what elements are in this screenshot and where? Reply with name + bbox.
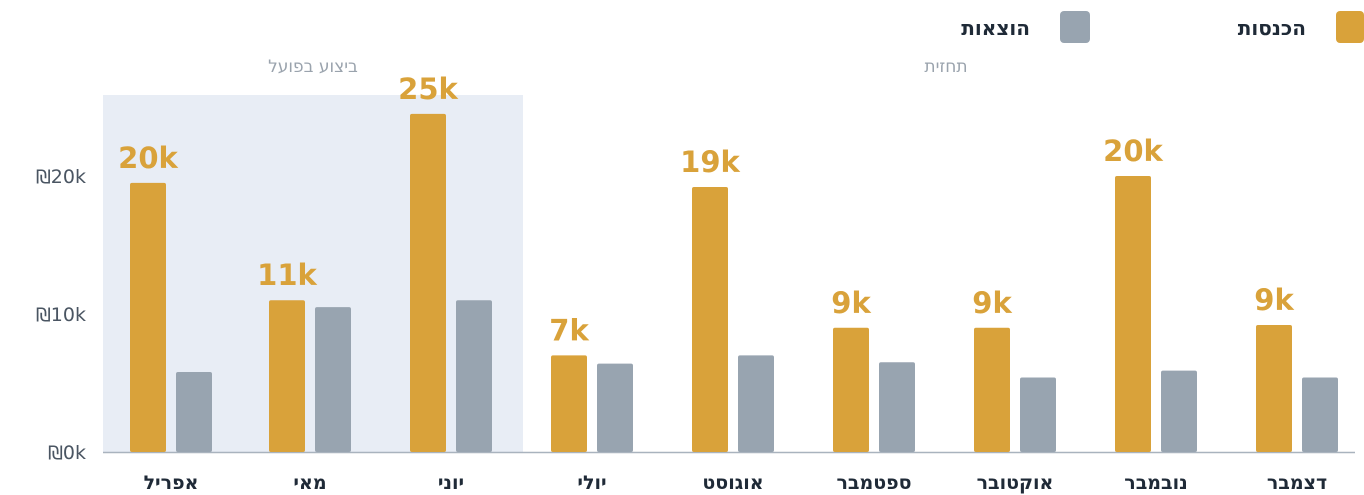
bar-expenses	[879, 362, 915, 452]
legend: הכנסות הוצאות	[961, 11, 1364, 43]
x-tick-label: אוגוסט	[702, 472, 763, 494]
bar-expenses	[315, 307, 351, 452]
x-tick-label: אוקטובר	[977, 472, 1054, 494]
y-tick-label: ₪10k	[36, 304, 86, 326]
x-tick-label: ספטמבר	[836, 472, 911, 494]
x-tick-label: נובמבר	[1124, 472, 1188, 494]
bar-expenses	[176, 371, 212, 452]
x-tick-label: יולי	[577, 472, 606, 494]
bar-expenses	[1302, 377, 1338, 452]
data-label-income: 25k	[398, 72, 458, 106]
legend-swatch-income	[1336, 11, 1364, 43]
region-layer	[103, 95, 523, 452]
x-tick-label: יוני	[438, 472, 464, 494]
bar-expenses	[738, 355, 774, 452]
data-label-income: 9k	[831, 286, 871, 320]
legend-label-income: הכנסות	[1238, 16, 1306, 40]
y-tick-label: ₪0k	[48, 442, 86, 464]
x-tick-label: אפריל	[144, 472, 199, 494]
region-label-0: ביצוע בפועל	[268, 57, 358, 77]
bar-income	[130, 182, 166, 452]
legend-label-expenses: הוצאות	[961, 16, 1030, 40]
legend-swatch-expenses	[1060, 11, 1090, 43]
data-label-income: 9k	[1254, 283, 1294, 317]
label-layer: ביצוע בפועל תחזית ₪0k ₪10k ₪20k אפריל מאי יוני י…	[36, 57, 1327, 494]
data-label-income: 11k	[257, 258, 317, 292]
bar-income	[692, 187, 728, 453]
data-label-income: 19k	[680, 145, 740, 179]
data-label-income: 20k	[1103, 134, 1163, 168]
bar-income	[551, 355, 587, 452]
bar-layer	[130, 113, 1338, 453]
bar-expenses	[456, 300, 492, 452]
bar-income	[410, 113, 446, 453]
bar-income	[833, 327, 869, 452]
data-label-income: 20k	[118, 141, 178, 175]
bar-income	[1115, 176, 1151, 452]
bar-income	[974, 327, 1010, 452]
y-tick-label: ₪20k	[36, 166, 86, 188]
bar-income	[1256, 325, 1292, 452]
x-tick-label: דצמבר	[1267, 472, 1327, 494]
region-label-1: תחזית	[924, 57, 967, 77]
region-background-0	[103, 95, 523, 452]
data-label-income: 9k	[972, 286, 1012, 320]
bar-expenses	[1161, 370, 1197, 452]
x-tick-label: מאי	[293, 472, 326, 494]
bar-expenses	[597, 363, 633, 452]
bar-income	[269, 300, 305, 452]
bar-expenses	[1020, 377, 1056, 452]
data-label-income: 7k	[549, 313, 589, 347]
